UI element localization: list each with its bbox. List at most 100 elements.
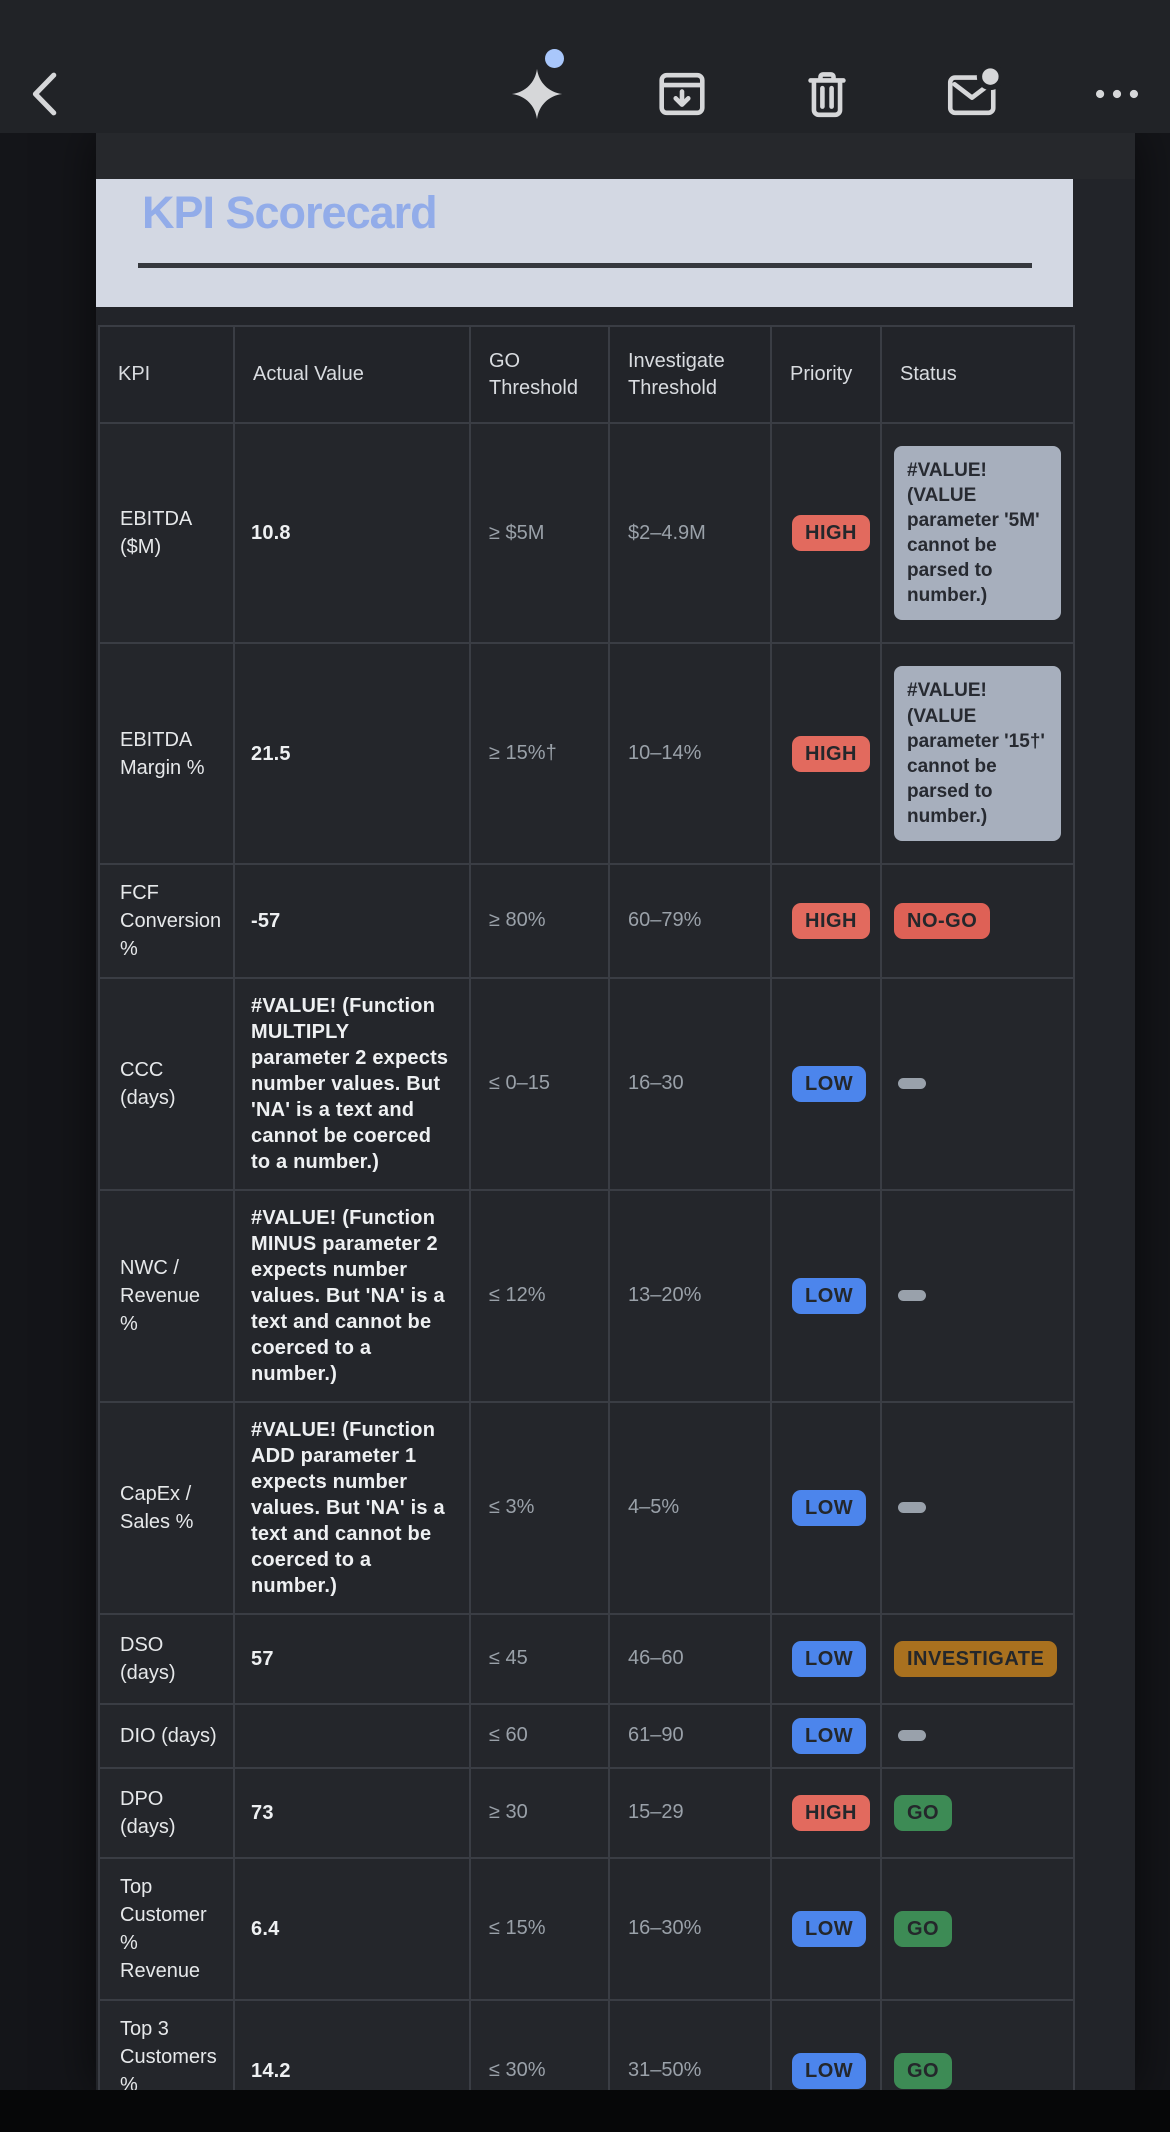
investigate-threshold-cell: 4–5% — [608, 1400, 772, 1615]
status-badge: GO — [894, 1910, 953, 1947]
status-cell: GO — [880, 1998, 1075, 2090]
status-badge: NO-GO — [894, 902, 991, 939]
actual-value-cell: 57 — [233, 1612, 471, 1705]
mail-unread-icon — [943, 65, 1001, 123]
table-row: Top 3 Customers % Revenue14.2≤ 30%31–50%… — [98, 1998, 1075, 2090]
table-row: EBITDA Margin % 21.5 ≥ 15%† 10–14% HIGH #VALU… — [98, 642, 1075, 865]
bottom-bar — [0, 2090, 1170, 2132]
kpi-cell: CCC (days) — [98, 976, 235, 1191]
priority-cell: LOW — [770, 1998, 882, 2090]
priority-cell: HIGH — [770, 421, 882, 645]
kpi-cell: EBITDA ($M) — [98, 421, 235, 645]
priority-cell: LOW — [770, 976, 882, 1191]
table-row: DSO (days) 57 ≤ 45 46–60 LOW INVESTIGATE — [98, 1612, 1075, 1705]
kpi-cell: Top Customer % Revenue — [98, 1856, 235, 2001]
go-threshold-cell: ≤ 12% — [469, 1188, 610, 1403]
table-header-row: KPI Actual Value GO Threshold Investigat… — [98, 325, 1075, 424]
status-cell: GO — [880, 1856, 1075, 2001]
more-options-button[interactable] — [1086, 63, 1148, 125]
notification-dot — [545, 49, 564, 68]
actual-value-cell: 14.2 — [233, 1998, 471, 2090]
kpi-table: KPI Actual Value GO Threshold Investigat… — [98, 325, 1075, 2090]
status-badge: GO — [894, 2052, 953, 2089]
title-band: KPI Scorecard — [96, 179, 1073, 307]
status-error-box: #VALUE! (VALUE parameter '15†' cannot be… — [894, 666, 1061, 841]
priority-badge: LOW — [792, 1277, 867, 1314]
go-threshold-cell: ≥ 30 — [469, 1766, 610, 1859]
investigate-threshold-cell: 60–79% — [608, 862, 772, 979]
table-row: EBITDA ($M) 10.8 ≥ $5M $2–4.9M HIGH #VALUE! (… — [98, 421, 1075, 645]
status-dash — [898, 1290, 926, 1302]
status-cell — [880, 1702, 1075, 1769]
actual-value-cell: #VALUE! (Function ADD parameter 1 expect… — [233, 1400, 471, 1615]
archive-button[interactable] — [651, 63, 713, 125]
status-cell: GO — [880, 1766, 1075, 1859]
header-priority: Priority — [770, 325, 882, 424]
kpi-cell: NWC / Revenue % — [98, 1188, 235, 1403]
kpi-cell: CapEx / Sales % — [98, 1400, 235, 1615]
go-threshold-cell: ≤ 60 — [469, 1702, 610, 1769]
priority-cell: LOW — [770, 1400, 882, 1615]
status-cell: NO-GO — [880, 862, 1075, 979]
toolbar-actions — [506, 49, 1148, 125]
go-threshold-cell: ≥ 80% — [469, 862, 610, 979]
priority-badge: LOW — [792, 2052, 867, 2089]
investigate-threshold-cell: 10–14% — [608, 642, 772, 865]
status-cell — [880, 1188, 1075, 1403]
actual-value-cell: #VALUE! (Function MULTIPLY parameter 2 e… — [233, 976, 471, 1191]
priority-cell: HIGH — [770, 1766, 882, 1859]
table-row: CapEx / Sales % #VALUE! (Function ADD par… — [98, 1400, 1075, 1615]
header-actual-value: Actual Value — [233, 325, 471, 424]
trash-icon — [798, 65, 856, 123]
title-underline — [138, 263, 1032, 268]
go-threshold-cell: ≤ 3% — [469, 1400, 610, 1615]
actual-value-cell: 21.5 — [233, 642, 471, 865]
page-title: KPI Scorecard — [142, 187, 438, 238]
gemini-summarize-button[interactable] — [506, 49, 568, 125]
investigate-threshold-cell: 13–20% — [608, 1188, 772, 1403]
table-row: DPO (days) 73 ≥ 30 15–29 HIGH GO — [98, 1766, 1075, 1859]
header-go-threshold: GO Threshold — [469, 325, 610, 424]
mark-unread-button[interactable] — [941, 63, 1003, 125]
table-row: NWC / Revenue % #VALUE! (Function MINUS p… — [98, 1188, 1075, 1403]
toolbar — [0, 0, 1170, 133]
status-dash — [898, 1730, 926, 1742]
table-row: DIO (days) ≤ 60 61–90 LOW — [98, 1702, 1075, 1769]
kpi-cell: Top 3 Customers % Revenue — [98, 1998, 235, 2090]
investigate-threshold-cell: 16–30 — [608, 976, 772, 1191]
priority-cell: LOW — [770, 1188, 882, 1403]
back-button[interactable] — [16, 63, 78, 125]
priority-cell: HIGH — [770, 642, 882, 865]
actual-value-cell: 6.4 — [233, 1856, 471, 2001]
status-error-box: #VALUE! (VALUE parameter '5M' cannot be … — [894, 446, 1061, 621]
priority-cell: HIGH — [770, 862, 882, 979]
header-kpi: KPI — [98, 325, 235, 424]
kpi-cell: DPO (days) — [98, 1766, 235, 1859]
kpi-cell: EBITDA Margin % — [98, 642, 235, 865]
delete-button[interactable] — [796, 63, 858, 125]
table-row: FCF Conversion % -57 ≥ 80% 60–79% HIGH NO-GO — [98, 862, 1075, 979]
ellipsis-icon — [1088, 65, 1146, 123]
actual-value-cell: 10.8 — [233, 421, 471, 645]
priority-cell: LOW — [770, 1702, 882, 1769]
status-cell: #VALUE! (VALUE parameter '5M' cannot be … — [880, 421, 1075, 645]
go-threshold-cell: ≥ $5M — [469, 421, 610, 645]
status-cell: #VALUE! (VALUE parameter '15†' cannot be… — [880, 642, 1075, 865]
priority-badge: HIGH — [792, 1794, 870, 1831]
kpi-table-body: EBITDA ($M) 10.8 ≥ $5M $2–4.9M HIGH #VALUE! (… — [98, 421, 1075, 2090]
status-cell — [880, 1400, 1075, 1615]
investigate-threshold-cell: 15–29 — [608, 1766, 772, 1859]
priority-badge: LOW — [792, 1489, 867, 1526]
go-threshold-cell: ≤ 0–15 — [469, 976, 610, 1191]
kpi-cell: DIO (days) — [98, 1702, 235, 1769]
actual-value-cell: -57 — [233, 862, 471, 979]
kpi-cell: FCF Conversion % — [98, 862, 235, 979]
sparkle-icon — [508, 65, 566, 123]
priority-badge: HIGH — [792, 515, 870, 552]
investigate-threshold-cell: 61–90 — [608, 1702, 772, 1769]
attachment-preview-page[interactable]: KPI Scorecard KPI Actual Value GO Thresh… — [96, 133, 1135, 2090]
priority-badge: HIGH — [792, 902, 870, 939]
status-dash — [898, 1078, 926, 1090]
archive-icon — [653, 65, 711, 123]
status-badge: INVESTIGATE — [894, 1640, 1058, 1677]
